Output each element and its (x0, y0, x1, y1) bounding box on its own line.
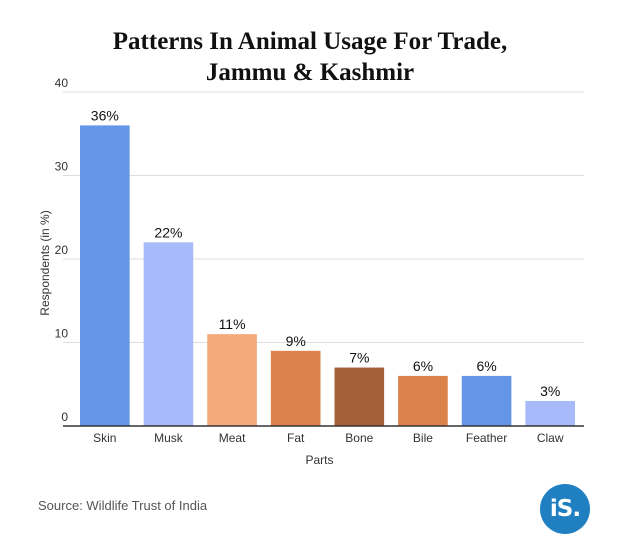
y-tick-label: 30 (55, 160, 69, 174)
brand-logo: iS. (540, 484, 590, 534)
source-note: Source: Wildlife Trust of India (38, 498, 208, 513)
chart-title-line-1: Patterns In Animal Usage For Trade, (112, 28, 508, 55)
x-tick-label: Feather (466, 431, 507, 445)
y-tick-label: 40 (55, 76, 69, 90)
data-label: 6% (413, 358, 433, 374)
data-label: 36% (91, 107, 119, 123)
chart-title: Patterns In Animal Usage For Trade, Jamm… (0, 26, 620, 88)
bar-bile (398, 375, 448, 426)
data-label: 22% (154, 224, 182, 240)
x-tick-label: Musk (154, 431, 184, 445)
data-label: 3% (540, 383, 560, 399)
x-tick-label: Fat (287, 431, 305, 445)
chart-title-line-2: Jammu & Kashmir (205, 59, 415, 86)
data-label: 6% (476, 358, 496, 374)
data-label: 9% (286, 333, 306, 349)
x-tick-label: Bile (413, 431, 433, 445)
y-tick-label: 0 (61, 410, 68, 424)
x-tick-label: Bone (345, 431, 373, 445)
y-tick-label: 20 (55, 243, 69, 257)
bar-skin (79, 125, 130, 427)
bar-musk (143, 242, 194, 426)
y-tick-label: 10 (55, 327, 69, 341)
y-axis-title: Respondents (in %) (38, 210, 52, 315)
data-label: 7% (349, 350, 369, 366)
bar-claw (525, 400, 576, 426)
bar-fat (270, 350, 321, 426)
bar-feather (461, 375, 512, 426)
x-tick-label: Meat (219, 431, 246, 445)
x-tick-label: Skin (93, 431, 116, 445)
x-tick-label: Claw (537, 431, 564, 445)
bar-bone (334, 367, 385, 426)
x-axis-title: Parts (305, 453, 333, 467)
data-label: 11% (219, 316, 246, 332)
bar-meat (207, 334, 257, 426)
